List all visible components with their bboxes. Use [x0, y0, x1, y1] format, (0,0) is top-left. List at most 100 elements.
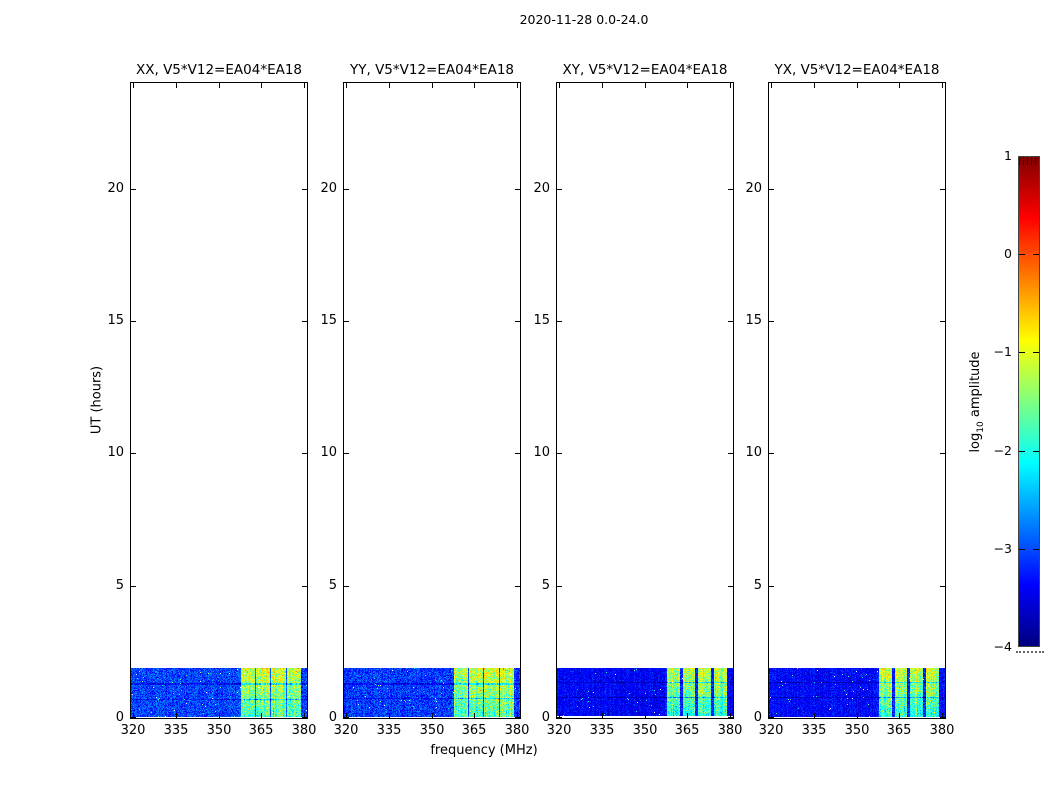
y-tick-label: 0	[753, 710, 762, 725]
y-tick-right	[515, 453, 520, 454]
y-tick-label: 20	[533, 181, 550, 196]
colorbar-label: log10 amplitude	[968, 351, 986, 452]
y-tick-right	[940, 586, 945, 587]
y-tick-left	[344, 586, 349, 587]
x-tick-top	[602, 83, 603, 88]
x-tick-label: 320	[758, 723, 784, 738]
x-tick-top	[389, 83, 390, 88]
x-tick-label: 350	[206, 723, 232, 738]
colorbar-label-text: amplitude	[968, 351, 984, 422]
x-tick-top	[219, 83, 220, 88]
y-tick-right	[515, 321, 520, 322]
spectrogram-data	[131, 668, 307, 718]
x-tick-top	[133, 83, 134, 88]
y-tick-left	[769, 586, 774, 587]
colorbar-gradient	[1019, 157, 1039, 646]
x-tick-bottom	[942, 713, 943, 718]
y-tick-label: 0	[115, 710, 124, 725]
x-tick-top	[304, 83, 305, 88]
x-tick-bottom	[176, 713, 177, 718]
colorbar-tick-label: 1	[1004, 148, 1012, 163]
x-tick-label: 380	[717, 723, 743, 738]
subplot-xx: XX, V5*V12=EA04*EA18	[130, 62, 308, 719]
subplot-title: XX, V5*V12=EA04*EA18	[135, 62, 303, 78]
x-tick-top	[517, 83, 518, 88]
y-tick-right	[940, 189, 945, 190]
y-tick-label: 5	[115, 578, 124, 593]
figure-title: 2020-11-28 0.0-24.0	[519, 12, 649, 27]
x-tick-label: 365	[248, 723, 274, 738]
x-tick-top	[559, 83, 560, 88]
y-tick-left	[769, 189, 774, 190]
y-tick-right	[302, 717, 307, 718]
x-tick-bottom	[559, 713, 560, 718]
y-tick-label: 15	[320, 313, 337, 328]
y-tick-right	[302, 453, 307, 454]
y-tick-right	[302, 321, 307, 322]
colorbar-tick-right	[1033, 352, 1039, 353]
y-tick-right	[940, 321, 945, 322]
y-tick-left	[769, 717, 774, 718]
colorbar-under-dots	[1016, 651, 1044, 653]
x-tick-label: 350	[844, 723, 870, 738]
x-tick-top	[261, 83, 262, 88]
x-tick-top	[771, 83, 772, 88]
y-tick-left	[344, 453, 349, 454]
x-tick-bottom	[857, 713, 858, 718]
x-tick-label: 320	[333, 723, 359, 738]
x-tick-bottom	[687, 713, 688, 718]
y-tick-label: 15	[533, 313, 550, 328]
x-tick-top	[942, 83, 943, 88]
x-tick-label: 380	[504, 723, 530, 738]
x-tick-top	[432, 83, 433, 88]
x-tick-label: 365	[461, 723, 487, 738]
colorbar	[1018, 156, 1040, 647]
colorbar-tick-label: −3	[993, 541, 1012, 556]
y-tick-label: 20	[107, 181, 124, 196]
y-tick-right	[728, 453, 733, 454]
y-tick-right	[302, 189, 307, 190]
x-tick-bottom	[346, 713, 347, 718]
y-tick-right	[515, 586, 520, 587]
x-axis-label: frequency (MHz)	[430, 743, 538, 758]
x-tick-label: 380	[929, 723, 955, 738]
x-tick-top	[176, 83, 177, 88]
y-axis-label: UT (hours)	[89, 365, 105, 435]
y-tick-label: 15	[745, 313, 762, 328]
y-tick-label: 10	[533, 445, 550, 460]
y-tick-right	[515, 189, 520, 190]
y-tick-label: 0	[328, 710, 337, 725]
colorbar-top-hatch	[1019, 157, 1039, 165]
y-tick-right	[302, 586, 307, 587]
y-tick-left	[131, 321, 136, 322]
colorbar-bottom-hatch	[1019, 638, 1039, 646]
x-tick-bottom	[474, 713, 475, 718]
y-tick-label: 5	[541, 578, 550, 593]
y-tick-label: 20	[320, 181, 337, 196]
x-tick-top	[687, 83, 688, 88]
y-tick-left	[131, 453, 136, 454]
y-tick-left	[557, 586, 562, 587]
y-tick-left	[131, 586, 136, 587]
y-tick-label: 10	[320, 445, 337, 460]
x-tick-bottom	[389, 713, 390, 718]
y-tick-right	[728, 717, 733, 718]
colorbar-tick-right	[1033, 451, 1039, 452]
x-tick-bottom	[730, 713, 731, 718]
x-tick-top	[474, 83, 475, 88]
y-tick-right	[728, 321, 733, 322]
colorbar-tick-left	[1019, 352, 1025, 353]
x-tick-label: 365	[674, 723, 700, 738]
y-tick-left	[131, 189, 136, 190]
x-tick-top	[814, 83, 815, 88]
subplot-xy: XY, V5*V12=EA04*EA18	[556, 62, 734, 719]
colorbar-tick-left	[1019, 451, 1025, 452]
colorbar-label-subscript: 10	[975, 421, 986, 433]
y-tick-label: 15	[107, 313, 124, 328]
y-tick-left	[344, 321, 349, 322]
y-tick-right	[940, 717, 945, 718]
x-tick-bottom	[602, 713, 603, 718]
x-tick-bottom	[771, 713, 772, 718]
x-tick-bottom	[304, 713, 305, 718]
subplot-title: YX, V5*V12=EA04*EA18	[774, 62, 940, 78]
